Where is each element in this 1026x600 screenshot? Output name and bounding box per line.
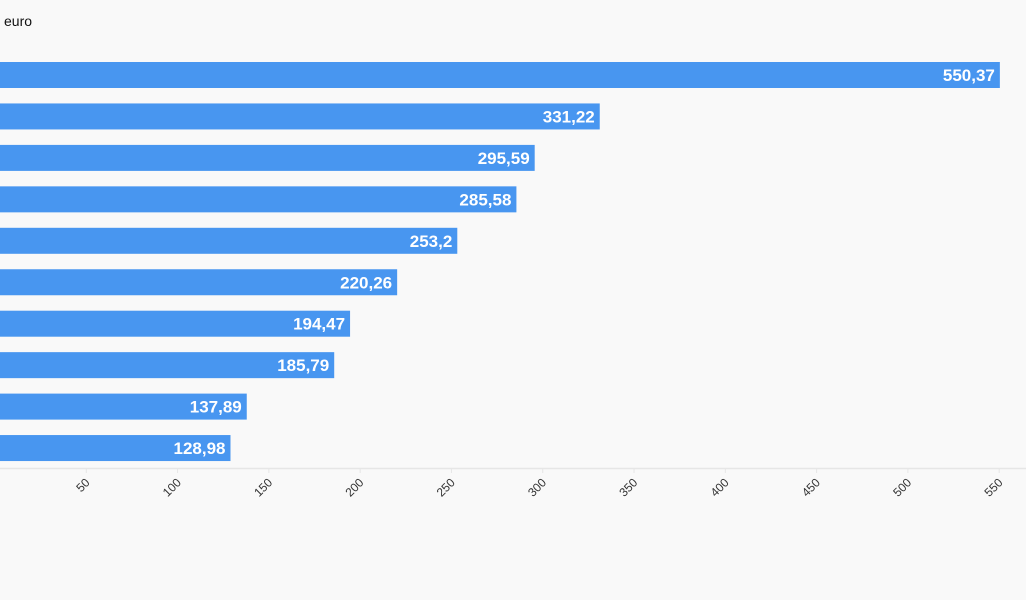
x-tick-label: 300 — [525, 475, 549, 499]
x-tick-label: 400 — [708, 475, 732, 499]
bar-value-label: 253,2 — [410, 232, 453, 251]
bar-value-label: 220,26 — [340, 273, 392, 292]
x-tick-label: 250 — [434, 475, 458, 499]
unit-label: euro — [4, 13, 33, 29]
bar — [0, 227, 458, 254]
bar-value-label: 331,22 — [543, 107, 595, 126]
bar-value-label: 295,59 — [478, 149, 530, 168]
bar — [0, 103, 600, 130]
x-tick-label: 0 — [0, 475, 2, 490]
x-tick-label: 350 — [616, 475, 640, 499]
bar-value-label: 185,79 — [277, 356, 329, 375]
bar-value-label: 137,89 — [190, 398, 242, 417]
bar — [0, 435, 231, 462]
x-tick-label: 550 — [981, 475, 1005, 499]
x-tick-label: 200 — [342, 475, 366, 499]
bar-value-label: 128,98 — [173, 439, 225, 458]
bar — [0, 393, 247, 420]
bar-value-label: 550,37 — [943, 66, 995, 85]
bar-value-label: 285,58 — [459, 190, 511, 209]
bar — [0, 62, 1000, 88]
bar — [0, 352, 335, 379]
bar — [0, 186, 517, 213]
x-tick-label: 50 — [73, 475, 93, 495]
x-tick-label: 100 — [160, 475, 184, 499]
x-tick-label: 450 — [799, 475, 823, 499]
bar — [0, 269, 398, 296]
bar — [0, 144, 535, 171]
bar-value-label: 194,47 — [293, 315, 345, 334]
bar — [0, 310, 351, 337]
x-tick-label: 500 — [890, 475, 914, 499]
x-tick-label: 150 — [251, 475, 275, 499]
